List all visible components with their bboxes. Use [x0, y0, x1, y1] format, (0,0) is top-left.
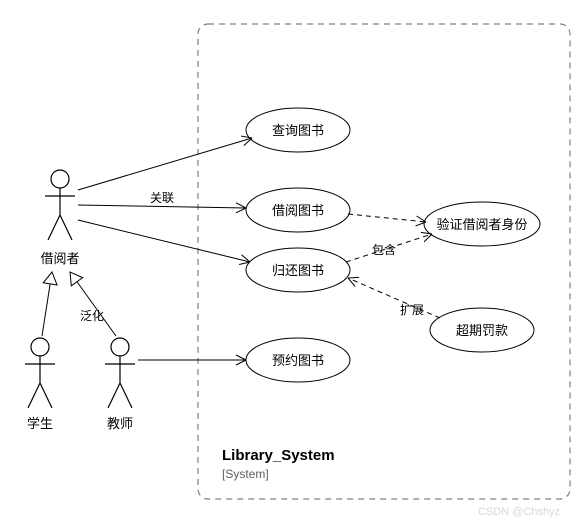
usecase-reserve-label: 预约图书 — [272, 353, 324, 368]
extend-fine-return — [346, 273, 440, 318]
usecase-query-label: 查询图书 — [272, 123, 324, 138]
assoc-teacher-reserve — [138, 355, 246, 365]
actor-student — [25, 338, 55, 408]
system-subtitle: [System] — [222, 467, 269, 481]
actor-borrower-label: 借阅者 — [40, 251, 79, 266]
assoc-borrower-query — [78, 133, 253, 190]
gen-student-borrower — [42, 271, 59, 336]
usecase-borrow: 借阅图书 — [246, 188, 350, 232]
actor-teacher-label: 教师 — [107, 416, 133, 431]
usecase-verify-label: 验证借阅者身份 — [436, 217, 527, 232]
usecase-borrow-label: 借阅图书 — [272, 203, 324, 218]
label-association: 关联 — [150, 191, 174, 205]
label-extend: 扩展 — [400, 303, 424, 317]
watermark: CSDN @Chshyz — [478, 506, 560, 518]
actor-student-label: 学生 — [27, 416, 53, 431]
assoc-borrower-return — [78, 220, 251, 267]
include-borrow-verify — [348, 214, 427, 227]
usecase-verify: 验证借阅者身份 — [424, 202, 540, 246]
usecase-fine: 超期罚款 — [430, 308, 534, 352]
usecase-return-label: 归还图书 — [272, 263, 324, 278]
usecase-query: 查询图书 — [246, 108, 350, 152]
usecase-return: 归还图书 — [246, 248, 350, 292]
label-generalization: 泛化 — [80, 309, 104, 323]
actor-borrower — [45, 170, 75, 240]
actor-teacher — [105, 338, 135, 408]
usecase-fine-label: 超期罚款 — [456, 323, 508, 338]
usecase-reserve: 预约图书 — [246, 338, 350, 382]
gen-teacher-borrower — [64, 268, 116, 336]
label-include: 包含 — [372, 242, 396, 257]
system-title: Library_System — [222, 447, 335, 464]
